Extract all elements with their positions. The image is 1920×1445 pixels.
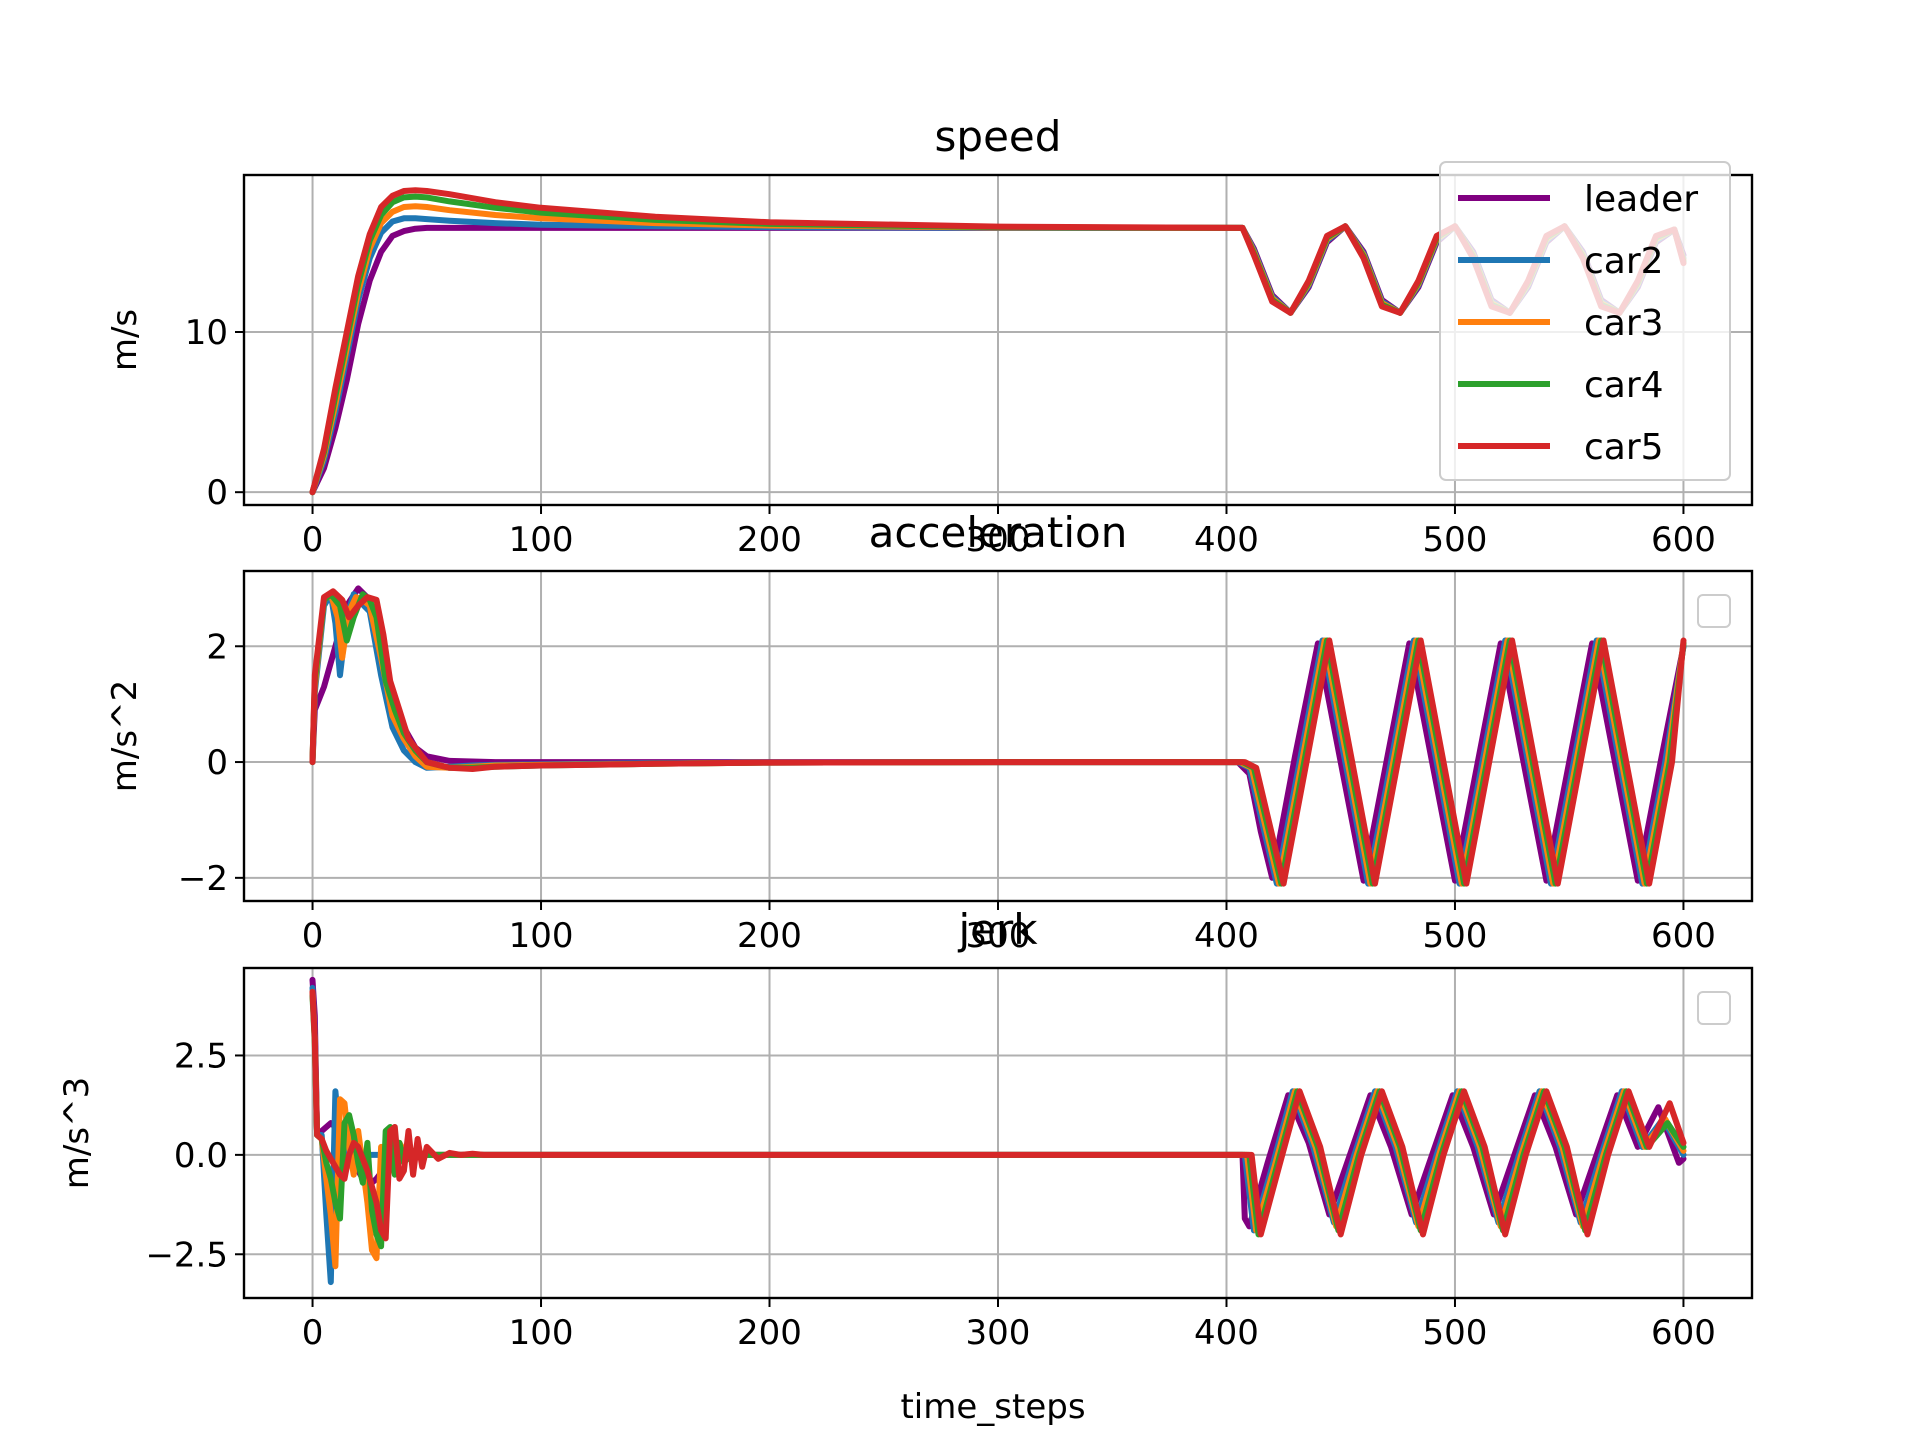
x-tick-label: 600: [1651, 916, 1716, 956]
x-tick-label: 600: [1651, 520, 1716, 560]
x-tick-label: 200: [737, 520, 802, 560]
x-tick-label: 100: [509, 520, 574, 560]
legend-box: [1439, 161, 1731, 481]
x-tick-label: 400: [1194, 1313, 1259, 1353]
series-line-car5: [309, 988, 1687, 1242]
x-tick-label: 300: [966, 916, 1031, 956]
legend-label-car4: car4: [1584, 365, 1664, 406]
y-tick-label: 10: [185, 313, 228, 353]
x-tick-label: 300: [966, 520, 1031, 560]
y-tick-label: −2: [178, 859, 228, 899]
y-axis-label: m/s: [105, 309, 145, 371]
y-tick-label: 2: [206, 627, 228, 667]
empty-legend-box: [1697, 991, 1731, 1025]
subplot-acceleration: 0 100 200 300 400 500 600 −2 0 2 acceleration m/s^2: [105, 508, 1754, 956]
y-axis-label: m/s^2: [105, 680, 145, 792]
y-tick-label: 2.5: [174, 1036, 228, 1076]
legend: leader car2 car3 car4 car5: [1439, 161, 1731, 481]
axes-frame: [242, 569, 1754, 903]
series-line-car5: [309, 588, 1687, 887]
y-tick-label: −2.5: [145, 1235, 228, 1275]
x-tick-label: 100: [509, 916, 574, 956]
y-tick-label: 0.0: [174, 1136, 228, 1176]
y-tick-label: 0: [206, 473, 228, 513]
legend-label-leader: leader: [1584, 179, 1698, 220]
subplot-title: speed: [935, 112, 1062, 161]
x-tick-label: 600: [1651, 1313, 1716, 1353]
x-tick-label: 0: [302, 916, 324, 956]
axes-frame: [242, 966, 1754, 1300]
x-tick-label: 500: [1423, 520, 1488, 560]
x-tick-label: 100: [509, 1313, 574, 1353]
y-axis-label: m/s^3: [57, 1077, 97, 1189]
subplot-speed: 0 100 200 300 400 500 600 0 10 speed m/s leader car2…: [105, 112, 1754, 560]
x-tick-label: 500: [1423, 916, 1488, 956]
subplot-title: jerk: [957, 905, 1038, 954]
x-tick-label: 400: [1194, 916, 1259, 956]
axes-frame: [242, 173, 1754, 507]
legend-label-car3: car3: [1584, 303, 1664, 344]
x-tick-label: 200: [737, 1313, 802, 1353]
x-tick-label: 400: [1194, 520, 1259, 560]
subplot-jerk: 0 100 200 300 400 500 600 −2.5 0.0 2.5 jerk m/s^3: [57, 905, 1754, 1353]
empty-legend-box: [1697, 594, 1731, 628]
x-tick-label: 200: [737, 916, 802, 956]
y-tick-label: 0: [206, 743, 228, 783]
x-tick-label: 0: [302, 520, 324, 560]
legend-label-car2: car2: [1584, 241, 1664, 282]
legend-label-car5: car5: [1584, 427, 1664, 468]
x-tick-label: 0: [302, 1313, 324, 1353]
x-axis-label: time_steps: [900, 1387, 1085, 1427]
x-tick-label: 500: [1423, 1313, 1488, 1353]
x-tick-label: 300: [966, 1313, 1031, 1353]
subplot-title: acceleration: [869, 508, 1128, 557]
